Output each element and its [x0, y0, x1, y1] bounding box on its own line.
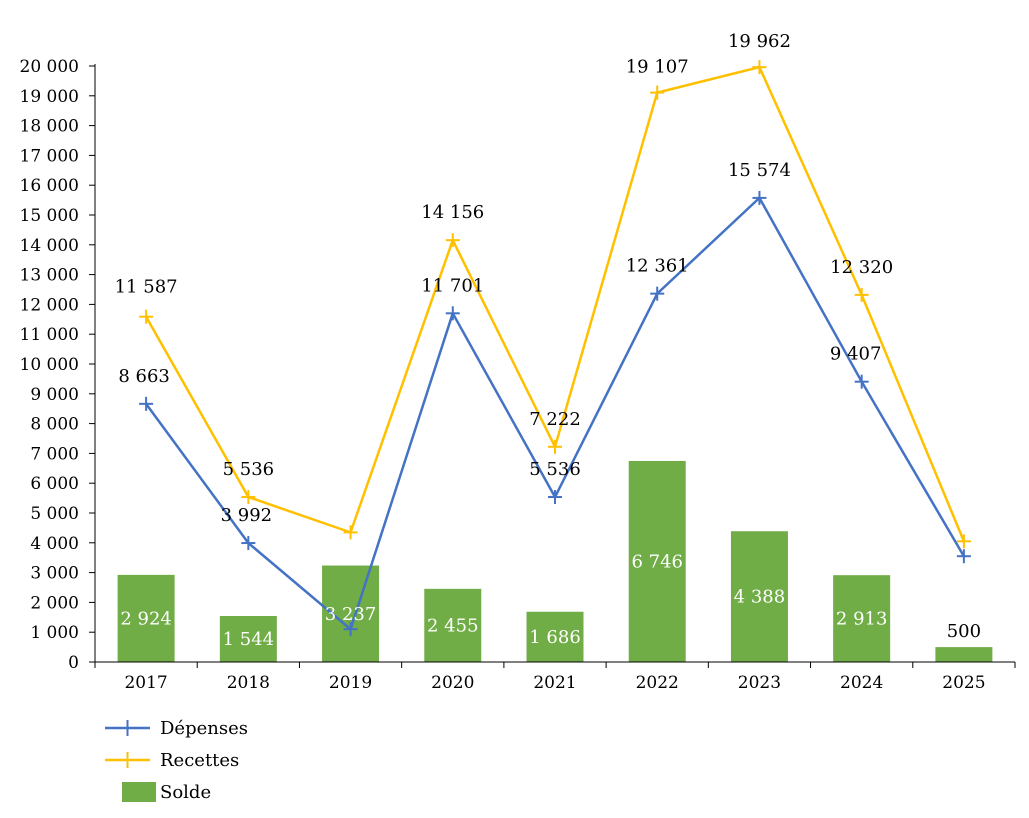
legend-label: Recettes	[160, 750, 239, 771]
y-tick-label: 2 000	[30, 593, 79, 613]
x-tick-label: 2018	[227, 673, 270, 693]
data-label-dpenses-2020: 11 701	[421, 275, 484, 296]
data-label-solde-2024: 2 913	[836, 609, 888, 630]
point-recettes-2020	[445, 233, 460, 248]
point-dpenses-2025	[956, 549, 971, 564]
line-series	[139, 60, 971, 637]
bar-series	[117, 460, 993, 662]
point-dpenses-2019	[343, 622, 358, 637]
data-label-dpenses-2023: 15 574	[728, 160, 791, 181]
y-tick-label: 6 000	[30, 474, 79, 494]
y-tick-label: 8 000	[30, 415, 79, 435]
legend-item-recettes: Recettes	[105, 750, 239, 771]
y-tick-label: 16 000	[20, 176, 79, 196]
y-tick-label: 20 000	[20, 57, 79, 77]
point-recettes-2024	[854, 287, 869, 302]
y-tick-label: 14 000	[20, 236, 79, 256]
data-labels: 8 663 3 992 11 701 5 536 12 361 15 574 9 407 11…	[115, 31, 981, 650]
point-recettes-2023	[752, 60, 767, 75]
y-tick-label: 1 000	[30, 623, 79, 643]
data-label-recettes-2022: 19 107	[626, 57, 689, 78]
y-tick-label: 17 000	[20, 146, 79, 166]
data-label-recettes-2023: 19 962	[728, 31, 791, 52]
point-dpenses-2024	[854, 374, 869, 389]
data-label-dpenses-2018: 3 992	[221, 505, 273, 526]
data-label-solde-2022: 6 746	[631, 551, 683, 572]
y-tick-label: 7 000	[30, 444, 79, 464]
bar-solde-2018	[219, 615, 277, 662]
bar-solde-2021	[526, 611, 584, 662]
x-tick-label: 2024	[840, 673, 883, 693]
x-tick-label: 2022	[636, 673, 679, 693]
legend-swatch-bar	[122, 782, 156, 802]
data-label-recettes-2017: 11 587	[115, 277, 178, 298]
bar-solde-2024	[833, 575, 891, 662]
bar-solde-2020	[424, 588, 482, 662]
point-dpenses-2022	[650, 286, 665, 301]
point-dpenses-2018	[241, 536, 256, 551]
y-tick-label: 5 000	[30, 504, 79, 524]
y-tick-label: 12 000	[20, 295, 79, 315]
point-dpenses-2020	[445, 306, 460, 321]
data-label-recettes-2024: 12 320	[830, 257, 893, 278]
data-label-solde-2021: 1 686	[529, 627, 581, 648]
x-tick-label: 2025	[942, 673, 985, 693]
point-recettes-2022	[650, 85, 665, 100]
y-tick-label: 11 000	[20, 325, 79, 345]
y-tick-label: 4 000	[30, 534, 79, 554]
legend-item-solde: Solde	[122, 782, 211, 803]
data-label-recettes-2020: 14 156	[421, 202, 484, 223]
bar-solde-2025	[935, 647, 993, 662]
x-tick-label: 2021	[533, 673, 576, 693]
data-label-solde-2019: 3 237	[325, 604, 377, 625]
legend-item-dpenses: Dépenses	[105, 718, 248, 739]
y-tick-label: 0	[68, 653, 79, 673]
data-label-solde-2020: 2 455	[427, 615, 479, 636]
data-label-solde-2018: 1 544	[223, 629, 275, 650]
data-label-dpenses-2017: 8 663	[118, 366, 170, 387]
point-dpenses-2017	[139, 396, 154, 411]
point-dpenses-2023	[752, 190, 767, 205]
y-tick-label: 3 000	[30, 564, 79, 584]
data-label-dpenses-2024: 9 407	[830, 344, 882, 365]
data-label-recettes-2018: 5 536	[223, 459, 275, 480]
data-label-solde-2017: 2 924	[120, 608, 172, 629]
point-recettes-2021	[548, 439, 562, 454]
point-recettes-2017	[139, 309, 154, 324]
x-tick-label: 2023	[738, 673, 781, 693]
y-tick-label: 15 000	[20, 206, 79, 226]
point-recettes-2019	[343, 525, 358, 540]
y-tick-label: 10 000	[20, 355, 79, 375]
data-label-solde-2023: 4 388	[734, 587, 786, 608]
data-label-recettes-2021: 7 222	[529, 409, 581, 430]
bar-solde-2017	[117, 574, 175, 662]
bar-solde-2023	[730, 531, 788, 662]
legend-label: Solde	[160, 782, 211, 803]
legend: Dépenses Recettes Solde	[105, 718, 248, 803]
legend-label: Dépenses	[160, 718, 248, 739]
y-tick-label: 19 000	[20, 87, 79, 107]
x-tick-label: 2017	[124, 673, 167, 693]
point-dpenses-2021	[548, 490, 562, 505]
data-label-dpenses-2021: 5 536	[529, 459, 581, 480]
data-label-dpenses-2022: 12 361	[626, 256, 689, 277]
data-label-solde-2025: 500	[947, 621, 981, 642]
point-recettes-2018	[241, 490, 256, 505]
x-tick-label: 2019	[329, 673, 372, 693]
y-tick-label: 13 000	[20, 266, 79, 286]
y-tick-label: 9 000	[30, 385, 79, 405]
axes: 0 1 000 2 000 3 000 4 000 5 000 6 000 7 000 8 00…	[20, 57, 1016, 693]
bar-solde-2022	[628, 460, 686, 662]
point-recettes-2025	[956, 534, 971, 549]
y-tick-label: 18 000	[20, 117, 79, 137]
x-tick-label: 2020	[431, 673, 474, 693]
